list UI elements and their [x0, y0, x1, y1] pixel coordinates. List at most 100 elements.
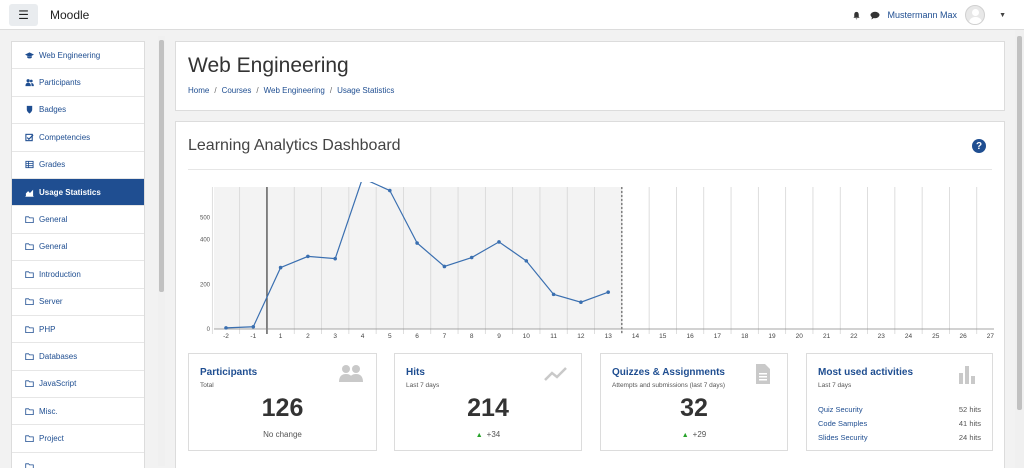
data-point: [251, 324, 256, 329]
sidebar-item[interactable]: Badges: [12, 97, 144, 125]
sidebar-item-label: General: [39, 242, 68, 252]
quizzes-value: 32: [680, 394, 708, 422]
sidebar-scrollbar[interactable]: [158, 36, 165, 466]
x-tick-label: 20: [796, 333, 804, 340]
sidebar-item[interactable]: Databases: [12, 343, 144, 371]
breadcrumb-course[interactable]: Web Engineering: [263, 86, 325, 95]
sidebar-item-label: Grades: [39, 160, 66, 170]
activity-hits: 52 hits: [958, 404, 981, 414]
x-tick-label: 12: [577, 333, 585, 340]
breadcrumb-home[interactable]: Home: [188, 86, 210, 95]
bell-icon[interactable]: [852, 10, 862, 20]
activities-card: Most used activities Last 7 days Quiz Se…: [806, 353, 993, 451]
page-scrollbar-thumb[interactable]: [1017, 36, 1022, 410]
data-point: [333, 256, 337, 261]
sidebar-item[interactable]: [12, 453, 144, 468]
data-point: [388, 188, 392, 193]
participants-title[interactable]: Participants: [200, 367, 258, 378]
activity-hits: 24 hits: [958, 432, 981, 442]
page-scrollbar[interactable]: [1015, 30, 1024, 468]
x-tick-label: 19: [768, 333, 776, 340]
list-item: Quiz Security 52 hits: [818, 402, 981, 416]
x-tick-label: 10: [523, 333, 531, 340]
sidebar-item[interactable]: Usage Statistics: [12, 178, 144, 207]
data-point: [497, 240, 501, 244]
x-tick-label: 11: [550, 333, 557, 340]
data-point: [469, 255, 474, 260]
folder-icon: [24, 215, 34, 225]
caret-down-icon[interactable]: ▼: [999, 11, 1006, 19]
area-chart-icon: [24, 187, 34, 197]
sidebar-scrollbar-thumb[interactable]: [159, 40, 164, 292]
x-tick-label: 21: [823, 333, 831, 340]
breadcrumb-courses[interactable]: Courses: [221, 86, 252, 95]
sidebar-item[interactable]: Participants: [12, 69, 144, 97]
folder-icon: [24, 379, 34, 389]
x-tick-label: 15: [659, 333, 667, 340]
folder-icon: [24, 406, 34, 416]
y-tick-label: 0: [207, 327, 211, 333]
sidebar-item[interactable]: PHP: [12, 316, 144, 344]
messages-icon[interactable]: [870, 10, 880, 20]
breadcrumb-current[interactable]: Usage Statistics: [337, 86, 395, 95]
folder-icon: [24, 324, 34, 334]
activities-title[interactable]: Most used activities: [818, 367, 914, 378]
document-icon: [756, 364, 770, 384]
sidebar-item[interactable]: Misc.: [12, 398, 144, 426]
hits-title[interactable]: Hits: [406, 367, 425, 378]
sidebar-item[interactable]: Introduction: [12, 261, 144, 289]
help-icon[interactable]: ?: [972, 139, 986, 153]
y-tick-label: 200: [200, 282, 211, 288]
sidebar-item[interactable]: Grades: [12, 152, 144, 179]
quizzes-delta-row: ▲ +29: [601, 430, 787, 439]
sidebar-item-label: Participants: [39, 78, 81, 88]
folder-icon: [24, 242, 34, 252]
bar-chart-icon: [959, 366, 975, 384]
quizzes-card: Quizzes & Assignments Attempts and submi…: [600, 353, 788, 451]
arrow-up-icon: ▲: [475, 432, 483, 439]
sidebar-item[interactable]: JavaScript: [12, 371, 144, 399]
data-point: [551, 292, 556, 297]
sidebar-item[interactable]: General: [12, 234, 144, 262]
breadcrumb: Home / Courses / Web Engineering / Usage…: [188, 86, 395, 95]
data-point: [278, 265, 283, 270]
hits-delta-row: ▲ +34: [395, 430, 581, 439]
top-navbar: ☰ Moodle Mustermann Max ▼: [0, 0, 1024, 30]
x-tick-label: 22: [850, 333, 858, 340]
x-tick-label: 7: [443, 333, 447, 340]
sidebar-item[interactable]: Web Engineering: [12, 42, 144, 70]
participants-subtitle: Total: [200, 382, 214, 389]
site-brand[interactable]: Moodle: [50, 8, 90, 22]
sidebar-item-label: Web Engineering: [39, 50, 101, 60]
user-name[interactable]: Mustermann Max: [887, 10, 958, 20]
avatar[interactable]: [965, 5, 986, 25]
quizzes-delta: +29: [692, 430, 707, 439]
page-header: Web Engineering Home / Courses / Web Eng…: [175, 41, 1005, 111]
data-point: [606, 290, 610, 294]
activity-name[interactable]: Quiz Security: [818, 404, 863, 414]
activity-list: Quiz Security 52 hits Code Samples 41 hi…: [818, 402, 981, 444]
activity-name[interactable]: Slides Security: [818, 432, 868, 442]
menu-toggle-button[interactable]: ☰: [9, 4, 38, 26]
sidebar-item-label: Usage Statistics: [39, 187, 101, 197]
quizzes-subtitle: Attempts and submissions (last 7 days): [612, 382, 726, 389]
trend-line-icon: [544, 367, 567, 381]
x-tick-label: 1: [279, 333, 283, 340]
dashboard-card: Learning Analytics Dashboard ? 0 200 400 50…: [175, 121, 1005, 468]
shield-icon: [24, 105, 34, 115]
sidebar-item[interactable]: Competencies: [12, 124, 144, 152]
hits-card: Hits Last 7 days 214 ▲ +34: [394, 353, 582, 451]
quizzes-title[interactable]: Quizzes & Assignments: [612, 367, 725, 378]
x-tick-label: 5: [388, 333, 392, 340]
activity-hits: 41 hits: [958, 418, 981, 428]
x-tick-label: 13: [605, 333, 613, 340]
activity-name[interactable]: Code Samples: [818, 418, 868, 428]
data-point: [524, 259, 529, 263]
past-period-area: [214, 187, 622, 329]
participants-footer: No change: [263, 430, 302, 439]
sidebar-item[interactable]: Server: [12, 289, 144, 316]
y-tick-label: 500: [200, 215, 211, 221]
sidebar-item[interactable]: Project: [12, 425, 144, 453]
sidebar-item[interactable]: General: [12, 206, 144, 234]
graduation-cap-icon: [24, 50, 34, 60]
